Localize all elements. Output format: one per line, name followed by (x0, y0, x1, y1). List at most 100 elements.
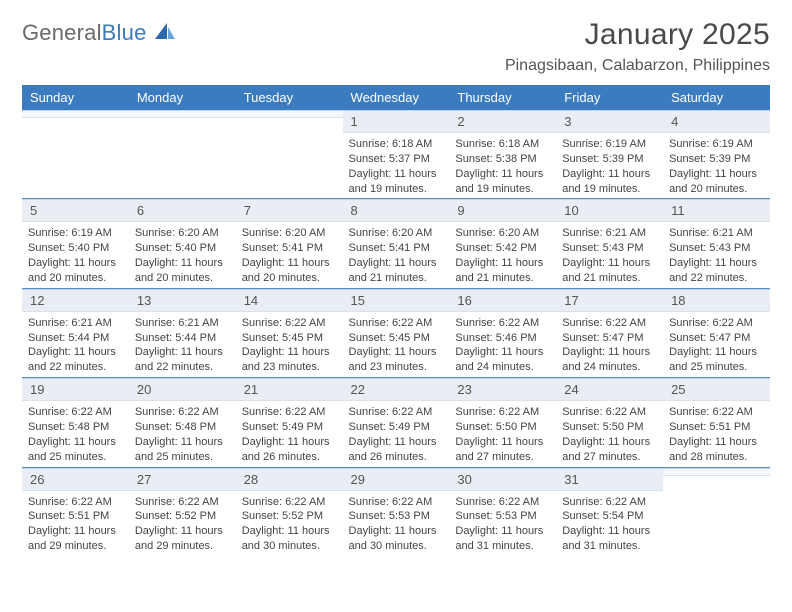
header-bar: GeneralBlue January 2025 Pinagsibaan, Ca… (22, 18, 770, 75)
day-info-line: and 23 minutes. (349, 360, 444, 375)
day-number: 22 (343, 378, 450, 401)
day-info-line: Daylight: 11 hours (562, 167, 657, 182)
day-info-line: Daylight: 11 hours (135, 524, 230, 539)
day-cell-text (129, 133, 236, 139)
day-info-line: Sunrise: 6:22 AM (349, 316, 444, 331)
day-info-line: Sunset: 5:50 PM (562, 420, 657, 435)
day-number: 6 (129, 199, 236, 222)
day-number: 25 (663, 378, 770, 401)
day-cell-text: Sunrise: 6:20 AMSunset: 5:42 PMDaylight:… (449, 222, 556, 287)
day-info-line: Daylight: 11 hours (455, 256, 550, 271)
day-info-line: Daylight: 11 hours (28, 435, 123, 450)
day-cell-text: Sunrise: 6:22 AMSunset: 5:53 PMDaylight:… (343, 491, 450, 556)
day-number: 1 (343, 110, 450, 133)
day-info-line: Sunrise: 6:20 AM (242, 226, 337, 241)
day-info-line: Daylight: 11 hours (349, 345, 444, 360)
day-cell-text: Sunrise: 6:22 AMSunset: 5:52 PMDaylight:… (236, 491, 343, 556)
day-info-line: Sunrise: 6:22 AM (562, 405, 657, 420)
day-cell-text (236, 133, 343, 139)
day-info-line: and 20 minutes. (135, 271, 230, 286)
day-info-line: Daylight: 11 hours (455, 524, 550, 539)
day-content-row: Sunrise: 6:22 AMSunset: 5:48 PMDaylight:… (22, 401, 770, 466)
day-info-line: Sunrise: 6:20 AM (455, 226, 550, 241)
dayname-header: Sunday (22, 85, 129, 110)
day-info-line: Daylight: 11 hours (455, 345, 550, 360)
day-info-line: Sunset: 5:54 PM (562, 509, 657, 524)
day-info-line: and 22 minutes. (135, 360, 230, 375)
day-cell-text: Sunrise: 6:22 AMSunset: 5:49 PMDaylight:… (343, 401, 450, 466)
title-block: January 2025 Pinagsibaan, Calabarzon, Ph… (505, 18, 770, 75)
day-number: 12 (22, 289, 129, 312)
day-info-line: Sunrise: 6:22 AM (135, 405, 230, 420)
month-title: January 2025 (505, 18, 770, 52)
day-cell-text: Sunrise: 6:20 AMSunset: 5:41 PMDaylight:… (236, 222, 343, 287)
day-info-line: Sunrise: 6:22 AM (562, 316, 657, 331)
day-info-line: and 21 minutes. (455, 271, 550, 286)
day-info-line: Sunset: 5:49 PM (242, 420, 337, 435)
day-info-line: and 19 minutes. (562, 182, 657, 197)
day-number: 24 (556, 378, 663, 401)
day-cell-text: Sunrise: 6:19 AMSunset: 5:40 PMDaylight:… (22, 222, 129, 287)
day-number: 4 (663, 110, 770, 133)
day-info-line: and 19 minutes. (349, 182, 444, 197)
day-number: 10 (556, 199, 663, 222)
day-info-line: and 30 minutes. (349, 539, 444, 554)
day-number: 14 (236, 289, 343, 312)
day-content-row: Sunrise: 6:21 AMSunset: 5:44 PMDaylight:… (22, 312, 770, 377)
day-info-line: Daylight: 11 hours (28, 256, 123, 271)
calendar-table: Sunday Monday Tuesday Wednesday Thursday… (22, 85, 770, 556)
day-cell-text: Sunrise: 6:22 AMSunset: 5:54 PMDaylight:… (556, 491, 663, 556)
day-info-line: Daylight: 11 hours (349, 256, 444, 271)
day-info-line: Sunrise: 6:22 AM (242, 316, 337, 331)
dayname-header: Thursday (449, 85, 556, 110)
day-info-line: Sunrise: 6:18 AM (349, 137, 444, 152)
day-cell-text: Sunrise: 6:22 AMSunset: 5:49 PMDaylight:… (236, 401, 343, 466)
day-info-line: and 31 minutes. (455, 539, 550, 554)
day-info-line: Sunrise: 6:21 AM (28, 316, 123, 331)
day-info-line: Sunrise: 6:22 AM (669, 316, 764, 331)
day-number: 8 (343, 199, 450, 222)
day-info-line: Sunset: 5:50 PM (455, 420, 550, 435)
day-info-line: Daylight: 11 hours (28, 524, 123, 539)
day-info-line: Sunrise: 6:22 AM (349, 405, 444, 420)
day-info-line: Sunset: 5:47 PM (562, 331, 657, 346)
day-info-line: and 30 minutes. (242, 539, 337, 554)
day-cell-text (663, 491, 770, 497)
day-number: 19 (22, 378, 129, 401)
day-number: 23 (449, 378, 556, 401)
daynum-row: 19202122232425 (22, 378, 770, 401)
day-info-line: Sunrise: 6:22 AM (28, 495, 123, 510)
day-info-line: Daylight: 11 hours (562, 435, 657, 450)
day-cell-text: Sunrise: 6:22 AMSunset: 5:45 PMDaylight:… (343, 312, 450, 377)
day-info-line: and 20 minutes. (28, 271, 123, 286)
day-info-line: Sunset: 5:45 PM (242, 331, 337, 346)
day-info-line: Sunrise: 6:21 AM (669, 226, 764, 241)
day-info-line: Sunset: 5:49 PM (349, 420, 444, 435)
day-info-line: and 25 minutes. (135, 450, 230, 465)
day-info-line: Daylight: 11 hours (135, 256, 230, 271)
calendar-body: 1 23 4 Sunrise: 6:18 AMSunset: 5:37 PMDayli… (22, 110, 770, 556)
day-info-line: Daylight: 11 hours (135, 345, 230, 360)
day-info-line: Sunrise: 6:21 AM (135, 316, 230, 331)
day-info-line: and 23 minutes. (242, 360, 337, 375)
day-cell-text: Sunrise: 6:22 AMSunset: 5:45 PMDaylight:… (236, 312, 343, 377)
day-info-line: and 27 minutes. (455, 450, 550, 465)
day-number: 5 (22, 199, 129, 222)
day-number: 21 (236, 378, 343, 401)
day-info-line: Sunrise: 6:22 AM (455, 405, 550, 420)
day-info-line: Sunset: 5:40 PM (135, 241, 230, 256)
day-info-line: Sunrise: 6:22 AM (28, 405, 123, 420)
day-number: 26 (22, 468, 129, 491)
day-cell-text: Sunrise: 6:21 AMSunset: 5:43 PMDaylight:… (663, 222, 770, 287)
day-info-line: Daylight: 11 hours (669, 435, 764, 450)
day-number: 16 (449, 289, 556, 312)
day-cell-text: Sunrise: 6:18 AMSunset: 5:37 PMDaylight:… (343, 133, 450, 198)
day-info-line: Sunset: 5:48 PM (28, 420, 123, 435)
brand-name: GeneralBlue (22, 20, 147, 46)
day-info-line: Daylight: 11 hours (455, 435, 550, 450)
day-info-line: Sunrise: 6:19 AM (562, 137, 657, 152)
dayname-header: Saturday (663, 85, 770, 110)
day-info-line: Daylight: 11 hours (669, 167, 764, 182)
day-info-line: Sunrise: 6:22 AM (349, 495, 444, 510)
day-content-row: Sunrise: 6:22 AMSunset: 5:51 PMDaylight:… (22, 491, 770, 556)
